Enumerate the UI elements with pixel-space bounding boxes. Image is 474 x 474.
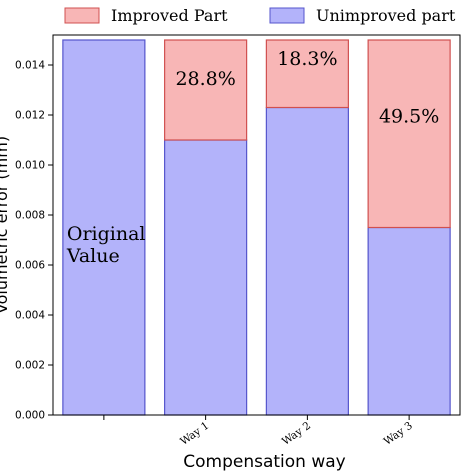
legend-label-0: Improved Part: [111, 6, 228, 25]
x-tick-label-1: Way 1: [178, 420, 211, 448]
bars-group: [62, 39, 451, 416]
bar-label-0: Original Value: [66, 223, 146, 267]
bar-improved-1: [164, 39, 248, 141]
x-tick-label-3: Way 3: [382, 420, 415, 448]
y-tick-label-2: 0.004: [15, 310, 45, 322]
legend-label-1: Unimproved part: [316, 6, 456, 25]
x-axis: Way 1 Way 2 Way 3: [103, 415, 415, 448]
bar-label-3: 49.5%: [379, 106, 439, 128]
y-tick-label-0: 0.000: [15, 410, 45, 422]
bar-unimproved-1: [164, 139, 248, 416]
plot-frame: [52, 34, 461, 416]
legend: Improved Part Unimproved part: [64, 6, 456, 25]
bar-unimproved-2: [265, 106, 349, 416]
bar-unimproved-0: [62, 39, 146, 416]
x-axis-title: Compensation way: [183, 452, 345, 472]
y-axis-title: Volumetric error (mm): [0, 136, 11, 314]
bar-label-2: 18.3%: [277, 48, 337, 70]
y-tick-label-3: 0.006: [15, 260, 45, 272]
y-tick-label-4: 0.008: [15, 210, 45, 222]
y-tick-label-7: 0.014: [15, 60, 45, 72]
legend-swatch-0: [64, 7, 100, 24]
bar-labels-group: Original Value 28.8% 18.3% 49.5%: [66, 48, 439, 267]
bar-unimproved-3: [367, 226, 451, 416]
y-axis: 0.000 0.002 0.004 0.006 0.008 0.010 0.012 0.014: [15, 60, 53, 422]
legend-swatch-1: [269, 7, 305, 24]
bar-improved-3: [367, 39, 451, 229]
bar-improved-2: [265, 39, 349, 109]
bar-label-1: 28.8%: [175, 68, 235, 90]
x-tick-label-2: Way 2: [280, 420, 313, 448]
y-tick-label-5: 0.010: [15, 160, 45, 172]
y-tick-label-1: 0.002: [15, 360, 45, 372]
y-tick-label-6: 0.012: [15, 110, 45, 122]
